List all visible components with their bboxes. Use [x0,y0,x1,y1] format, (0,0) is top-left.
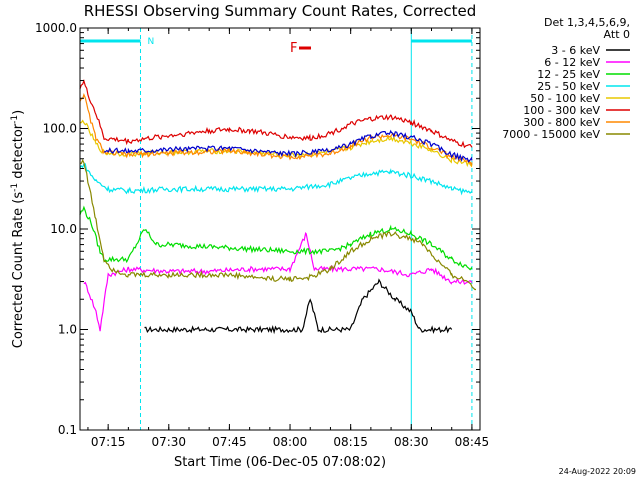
legend-label-2: 12 - 25 keV [537,68,600,81]
series-line-6 [79,92,473,167]
legend-header-line1: Det 1,3,4,5,6,9, [544,16,630,29]
legend-label-4: 50 - 100 keV [530,92,600,105]
legend-label-0: 3 - 6 keV [551,44,600,57]
legend-label-5: 100 - 300 keV [523,104,600,117]
legend-label-6: 300 - 800 keV [523,116,600,129]
series-line-7 [79,158,476,291]
series-line-3 [79,163,473,196]
series-line-5 [79,78,473,149]
legend-header-line2: Att 0 [604,28,630,41]
legend-label-1: 6 - 12 keV [544,56,600,69]
x-tick-label-2: 07:45 [212,435,247,449]
flare-flag-label: F [290,41,297,56]
x-tick-label-3: 08:00 [273,435,308,449]
y-axis-label: Corrected Count Rate (s-1 detector-1) [10,110,26,348]
x-tick-label-4: 08:15 [333,435,368,449]
night-flag-label: N [147,37,154,47]
legend-label-3: 25 - 50 keV [537,80,600,93]
x-tick-label-1: 07:30 [151,435,186,449]
x-tick-label-0: 07:15 [91,435,126,449]
series-line-2 [79,205,473,271]
series-line-4 [79,119,473,168]
y-tick-label-1: 1.0 [58,323,77,337]
x-tick-label-6: 08:45 [455,435,490,449]
y-axis-label-sup2: -1 [10,115,20,124]
series-layer [79,78,476,335]
series-line-blue [103,129,473,163]
y-axis-label-sup1: -1 [10,183,20,192]
x-axis-label: Start Time (06-Dec-05 07:08:02) [174,455,386,470]
x-axis-ticks: 07:15 07:30 07:45 08:00 08:15 08:30 08:45 [87,28,490,449]
y-axis-label-mid: detector [11,123,26,183]
chart-title: RHESSI Observing Summary Count Rates, Co… [84,2,477,20]
y-tick-label-2: 10.0 [50,222,77,236]
y-axis-label-end: ) [11,110,26,115]
night-flags: N [79,28,473,430]
legend-label-7: 7000 - 15000 keV [502,128,600,141]
plot-frame [79,27,481,431]
y-tick-label-3: 100.0 [43,122,77,136]
y-tick-label-0: 0.1 [58,423,77,437]
y-tick-label-4: 1000.0 [35,21,77,35]
y-axis-label-main: Corrected Count Rate (s [11,192,26,349]
timestamp: 24-Aug-2022 20:09 [559,467,636,476]
x-tick-label-5: 08:30 [394,435,429,449]
series-line-0 [144,278,453,335]
y-axis-ticks: 0.1 1.0 10.0 100.0 1000.0 [35,21,480,437]
series-line-1 [83,231,473,332]
